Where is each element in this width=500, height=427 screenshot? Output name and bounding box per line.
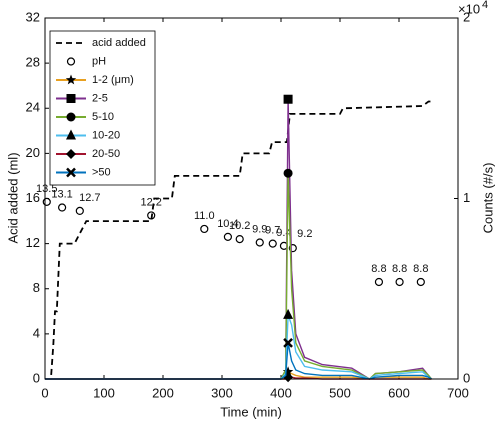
x-tick-label: 0: [41, 385, 48, 400]
legend-label: acid added: [92, 37, 146, 49]
y2-tick-label: 2: [463, 9, 470, 24]
ph-point: [75, 206, 84, 216]
point-label: 13.1: [51, 188, 72, 200]
x-tick-label: 600: [388, 385, 410, 400]
y-tick-label: 28: [26, 55, 40, 70]
point-label: 10.2: [229, 220, 250, 232]
x-tick-label: 300: [211, 385, 233, 400]
point-label: 9.2: [297, 228, 312, 240]
legend-box: [49, 30, 156, 186]
ph-point: [42, 197, 51, 206]
point-label: 13.5: [36, 183, 57, 195]
ph-point: [147, 211, 156, 220]
x-tick-label: 100: [93, 385, 115, 400]
point-label: 12.7: [79, 192, 100, 204]
y-tick-label: 12: [26, 235, 40, 250]
series-marker: [283, 338, 293, 348]
legend-marker: [66, 57, 76, 66]
legend-marker: [66, 149, 76, 159]
ph-point: [288, 244, 297, 253]
ph-point: [255, 238, 264, 247]
y2-tick-label: 1: [463, 190, 470, 205]
y-tick-label: 20: [26, 145, 40, 160]
ph-point: [223, 232, 232, 241]
ph-point: [395, 277, 404, 287]
point-label: 11.0: [194, 210, 215, 222]
point-label: 9.7: [265, 225, 280, 237]
legend-label: pH: [92, 55, 106, 67]
ph-point: [374, 277, 384, 287]
point-label: 12.2: [140, 196, 161, 208]
ph-point: [235, 235, 244, 244]
series-marker: [283, 94, 293, 104]
series-line: [45, 100, 432, 380]
x-tick-label: 700: [447, 385, 469, 400]
legend-label: 5-10: [92, 111, 114, 123]
point-label: 8.8: [371, 263, 386, 275]
ph-point: [268, 239, 277, 248]
ph-point: [200, 224, 209, 234]
x-tick-label: 500: [329, 385, 351, 400]
series-line: [45, 342, 432, 380]
series-marker: [282, 366, 294, 377]
x-axis-label: Time (min): [220, 404, 282, 419]
x-tick-label: 200: [152, 385, 174, 400]
y2-tick-label: 0: [463, 370, 470, 385]
series-line: [45, 173, 432, 380]
legend-marker: [66, 129, 76, 140]
ph-point: [58, 203, 67, 212]
y-tick-label: 8: [33, 280, 40, 295]
point-label: 9.9: [252, 223, 267, 235]
legend-label: 10-20: [92, 129, 120, 141]
legend-marker: [66, 112, 76, 122]
legend-label: 20-50: [92, 148, 120, 160]
y-tick-label: 16: [26, 190, 40, 205]
ph-point: [416, 277, 425, 287]
point-label: 8.8: [413, 263, 428, 275]
plot-frame: [44, 17, 459, 380]
legend-label: 1-2 (μm): [92, 74, 134, 86]
series-marker: [283, 168, 293, 178]
y2-scale-base: ×10: [458, 1, 480, 16]
series-line: [45, 314, 432, 380]
legend-marker: [66, 94, 76, 103]
legend-marker: [66, 167, 76, 178]
y-axis-label: Acid added (ml): [5, 152, 20, 243]
y-tick-label: 4: [33, 325, 40, 340]
y-tick-label: 32: [26, 9, 40, 24]
series-marker: [283, 308, 294, 319]
legend-label: >50: [92, 166, 111, 178]
point-label: 10.4: [217, 218, 238, 230]
x-tick-label: 400: [270, 385, 292, 400]
y-tick-label: 0: [33, 370, 40, 385]
y-tick-label: 24: [26, 100, 40, 115]
y2-scale-exponent: 4: [482, 0, 488, 11]
y2-axis-label: Counts (#/s): [480, 163, 495, 234]
legend-marker: [65, 74, 77, 85]
legend-label: 2-5: [92, 92, 108, 104]
point-label: 8.8: [392, 263, 407, 275]
